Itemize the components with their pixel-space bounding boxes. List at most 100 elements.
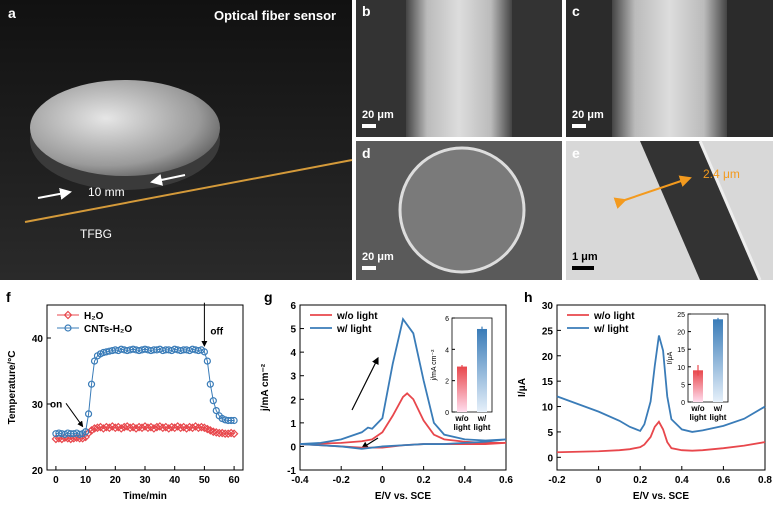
marker <box>188 423 197 433</box>
x-tick-label: 10 <box>80 475 92 486</box>
x-tick-label: -0.2 <box>548 475 566 486</box>
marker <box>76 430 84 438</box>
x-tick-label: 40 <box>169 475 181 486</box>
marker <box>143 423 153 433</box>
x-tick-label: 30 <box>139 475 151 486</box>
y-tick-label: 10 <box>542 403 554 414</box>
marker <box>229 429 239 439</box>
panel-label: g <box>264 289 273 305</box>
inset-bar <box>693 370 703 402</box>
inset-category-label: w/o light <box>689 404 707 422</box>
marker <box>209 397 217 405</box>
series-line <box>299 317 507 450</box>
x-tick-label: -0.4 <box>291 475 309 486</box>
x-tick-label: 0.4 <box>458 475 472 486</box>
panel-label: b <box>362 3 371 19</box>
y-tick-label: 5 <box>290 325 296 336</box>
x-tick-label: -0.2 <box>333 475 351 486</box>
inset-frame <box>451 317 493 413</box>
inset-tick-label: 0 <box>681 400 685 407</box>
x-tick-label: 20 <box>110 475 122 486</box>
y-tick-label: 5 <box>547 428 553 439</box>
marker <box>197 422 206 432</box>
marker <box>84 410 93 418</box>
plot-frame <box>556 304 766 471</box>
x-tick-label: 0.4 <box>675 475 689 486</box>
annotation-arrow <box>65 403 84 428</box>
y-tick-label: 0 <box>290 442 296 453</box>
scan-arrow <box>351 356 379 411</box>
marker <box>51 434 61 444</box>
fiber-image <box>612 0 727 137</box>
panel-label: a <box>8 5 16 21</box>
x-tick-label: 0 <box>53 475 59 486</box>
marker <box>206 380 214 388</box>
panel-label: h <box>524 289 533 305</box>
fiber <box>24 159 353 223</box>
y-tick-label: 20 <box>32 466 44 477</box>
y-tick-label: 30 <box>542 301 554 312</box>
legend-label: H₂O <box>84 311 104 322</box>
x-tick-label: 0 <box>596 475 602 486</box>
inset-frame <box>687 313 729 403</box>
x-axis-label: E/V vs. SCE <box>633 491 689 502</box>
marker <box>125 423 135 433</box>
marker <box>82 428 90 436</box>
inset-tick-label: 0 <box>445 410 449 417</box>
marker <box>226 428 236 438</box>
panel-label: f <box>6 289 11 305</box>
legend-label: w/o light <box>593 311 635 322</box>
scale-bar <box>572 266 594 270</box>
scan-arrow <box>360 437 379 449</box>
marker <box>208 427 218 437</box>
inset-category: w/o light <box>689 404 707 422</box>
scale-bar <box>362 124 376 128</box>
y-tick-label: 20 <box>542 352 554 363</box>
series-line <box>556 335 766 433</box>
marker <box>214 428 224 438</box>
inset-y-label: j/mA cm⁻² <box>431 349 438 382</box>
x-axis-label: E/V vs. SCE <box>375 491 431 502</box>
series-line <box>556 420 766 454</box>
thickness-label: 2.4 μm <box>703 167 740 181</box>
marker <box>110 423 120 433</box>
marker <box>84 428 93 438</box>
marker <box>230 416 238 425</box>
marker <box>170 423 180 433</box>
arrow <box>150 174 186 186</box>
marker <box>105 423 114 433</box>
y-axis-label: I/μA <box>517 378 528 397</box>
panel-label: c <box>572 3 580 19</box>
y-tick-label: -1 <box>287 466 296 477</box>
marker <box>137 423 147 433</box>
marker <box>64 324 72 332</box>
marker <box>223 429 233 439</box>
marker <box>203 357 211 365</box>
y-axis-label: Temperature/°C <box>7 351 18 425</box>
annotation: on <box>50 399 62 410</box>
legend-label: w/ light <box>593 324 629 335</box>
inset-tick-label: 25 <box>677 312 685 319</box>
inset-category-label: w/o light <box>453 414 471 432</box>
scale-label: 20 μm <box>362 109 394 121</box>
x-tick-label: 60 <box>229 475 241 486</box>
marker <box>149 424 159 433</box>
inset-bar <box>713 319 723 402</box>
plot-frame <box>299 304 507 471</box>
marker <box>87 426 96 435</box>
scale-label: 20 μm <box>362 251 394 263</box>
inset-category-label: w/ light <box>473 414 491 432</box>
y-axis-label: j/mA cm⁻² <box>260 363 271 412</box>
y-tick-label: 25 <box>542 326 554 337</box>
y-tick-label: 15 <box>542 377 554 388</box>
y-tick-label: 3 <box>290 372 296 383</box>
annotation: off <box>210 327 223 338</box>
x-tick-label: 0.6 <box>716 475 730 486</box>
marker <box>194 423 203 433</box>
inset-tick-label: 20 <box>677 330 685 337</box>
scale-bar <box>362 266 376 270</box>
inset-y-label: I/μA <box>667 351 674 364</box>
marker <box>227 416 235 425</box>
inset-bar <box>457 366 467 412</box>
